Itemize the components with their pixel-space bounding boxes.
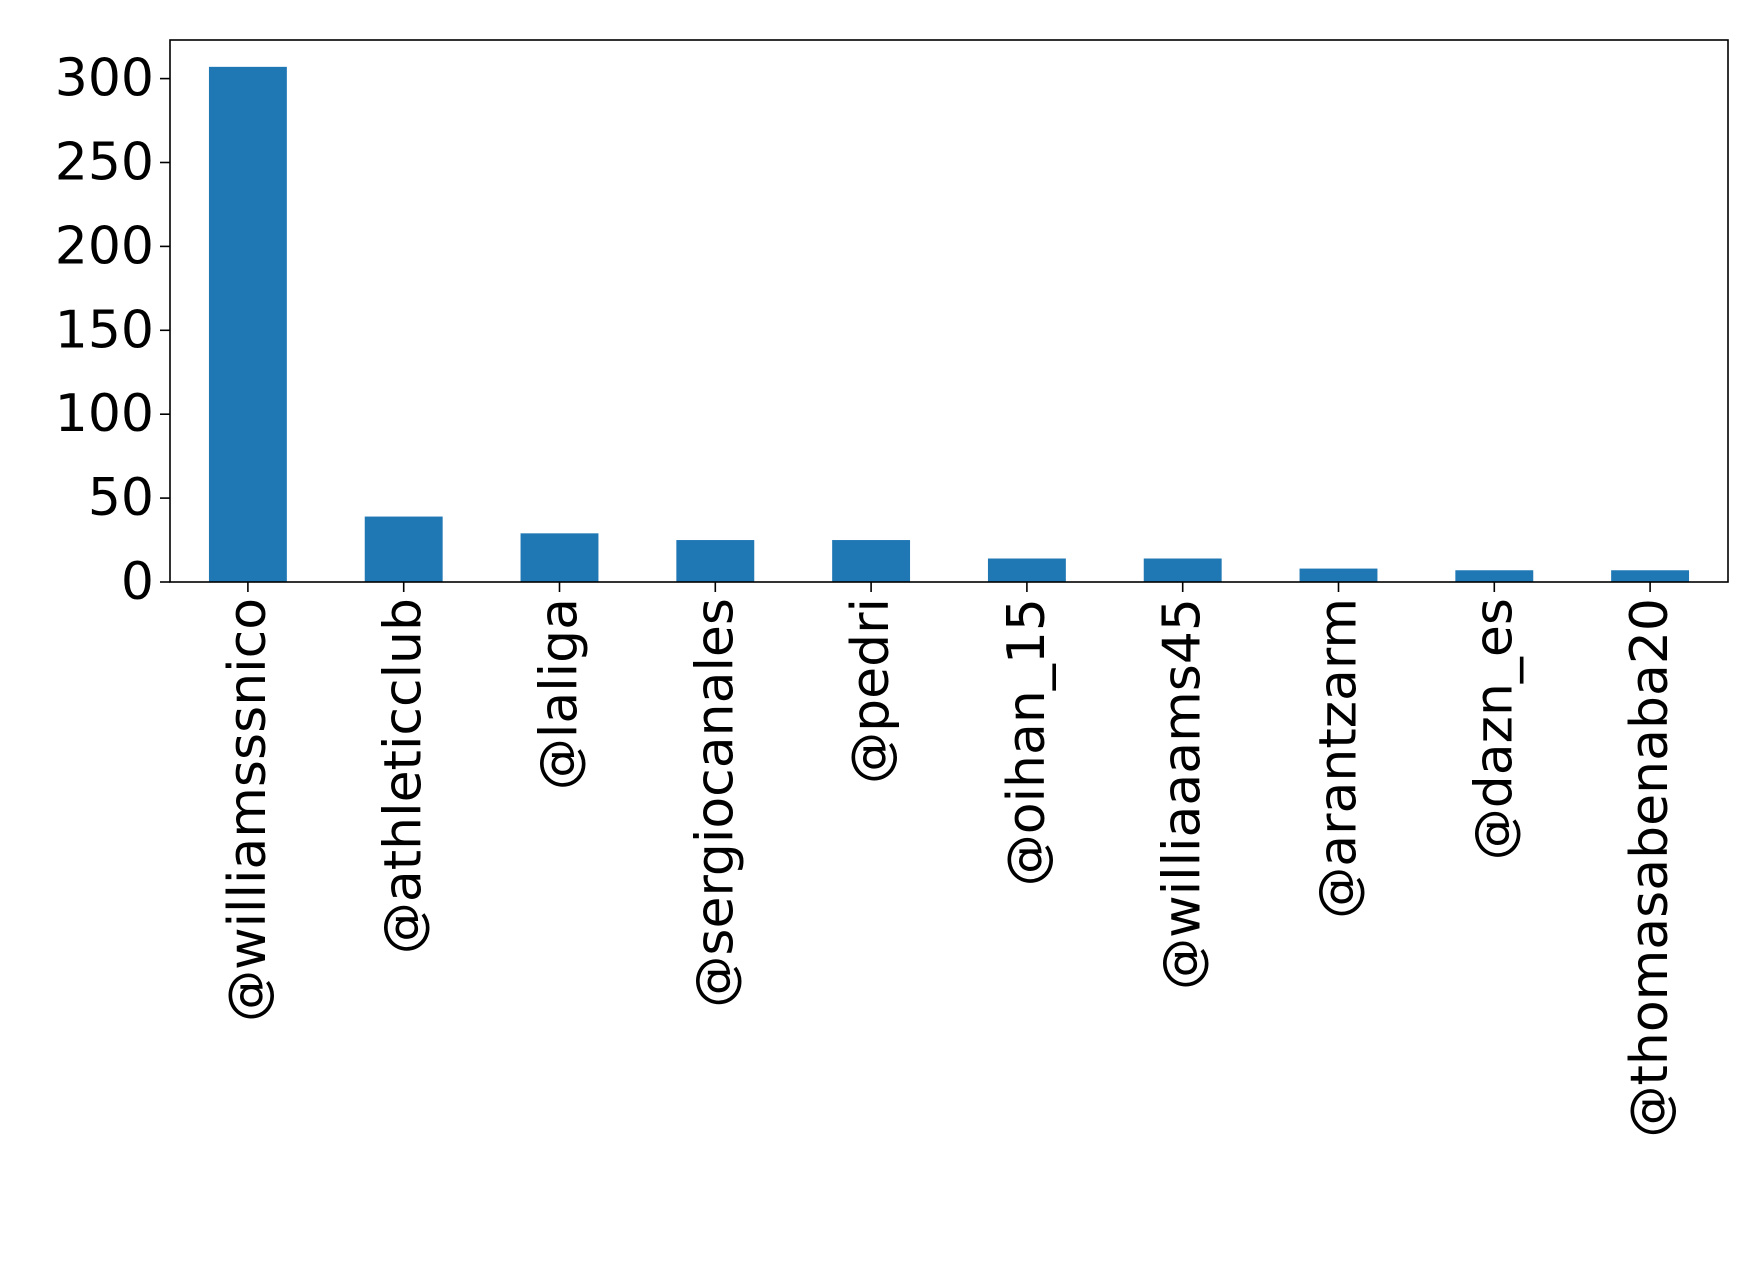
y-tick-label: 150 <box>55 300 154 360</box>
bar-thomasabenaba20 <box>1611 570 1690 582</box>
x-tick-label: @williamsssnico <box>218 598 278 1022</box>
bar-williaaams45 <box>1143 558 1222 582</box>
bar-athleticclub <box>364 516 443 582</box>
x-axis: @williamsssnico @athleticclub @laliga @serg… <box>218 582 1680 1138</box>
bars-group <box>208 66 1690 583</box>
x-tick-label: @athleticclub <box>374 598 434 954</box>
x-tick-label: @pedri <box>841 598 901 784</box>
x-tick-label: @thomasabenaba20 <box>1620 598 1680 1138</box>
y-tick-label: 200 <box>55 216 154 276</box>
x-tick-label: @laliga <box>530 598 590 790</box>
y-tick-label: 100 <box>55 384 154 444</box>
y-tick-label: 250 <box>55 132 154 192</box>
y-tick-label: 50 <box>88 468 154 528</box>
x-tick-label: @oihan_15 <box>997 598 1057 886</box>
y-tick-label: 300 <box>55 49 154 109</box>
bar-dazn-es <box>1455 570 1534 582</box>
plot-frame <box>169 39 1729 583</box>
bar-laliga <box>520 533 599 582</box>
y-axis: 0 50 100 150 200 250 300 <box>55 49 170 612</box>
x-tick-label: @williaaams45 <box>1153 598 1213 990</box>
bar-oihan-15 <box>987 558 1066 582</box>
x-tick-label: @arantzarm <box>1309 598 1369 919</box>
bar-williamsssnico <box>208 66 287 583</box>
bar-sergiocanales <box>676 540 755 582</box>
x-tick-label: @sergiocanales <box>685 598 745 1008</box>
y-tick-label: 0 <box>121 552 154 612</box>
x-tick-label: @dazn_es <box>1464 598 1524 860</box>
bar-pedri <box>832 540 911 582</box>
bar-arantzarm <box>1299 568 1378 582</box>
